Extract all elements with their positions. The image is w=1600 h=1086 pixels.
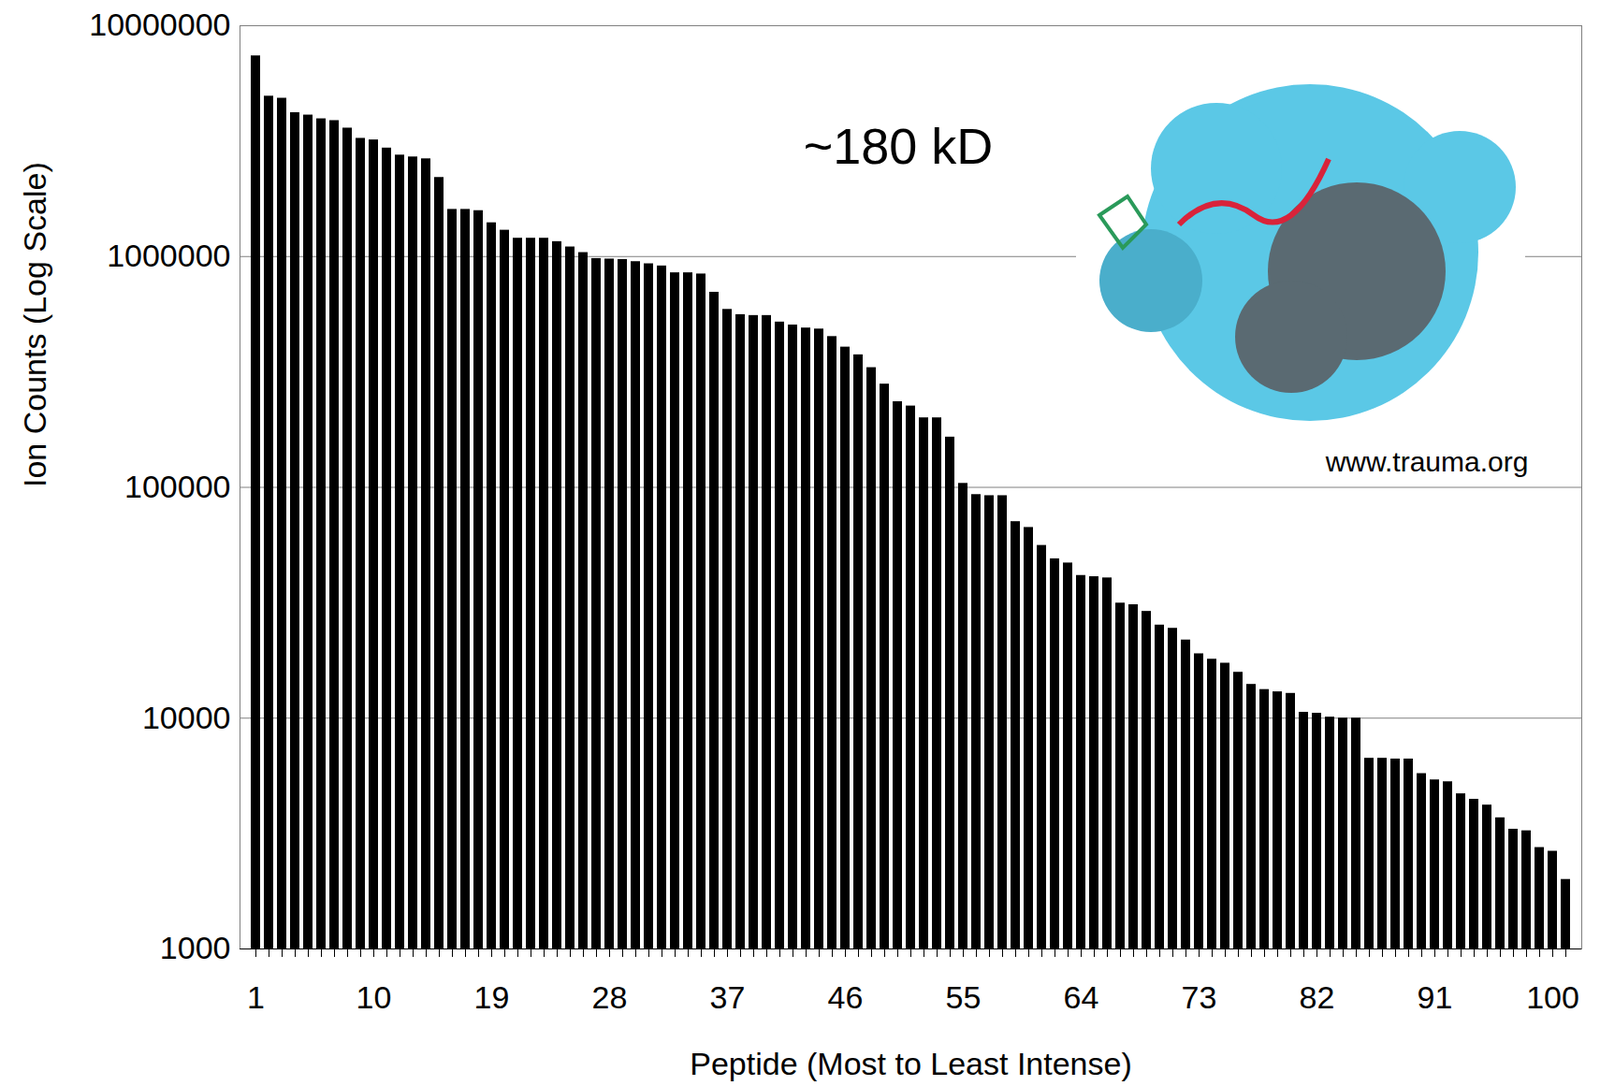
svg-text:Peptide (Most to Least Intense: Peptide (Most to Least Intense): [689, 1046, 1132, 1082]
svg-text:100: 100: [1526, 979, 1580, 1016]
svg-text:10: 10: [356, 979, 393, 1016]
svg-text:19: 19: [474, 979, 510, 1016]
svg-text:1: 1: [247, 979, 265, 1016]
svg-text:46: 46: [828, 979, 864, 1016]
svg-text:10000: 10000: [142, 699, 232, 736]
svg-text:1000000: 1000000: [106, 237, 231, 274]
svg-text:Ion Counts (Log Scale): Ion Counts (Log Scale): [16, 161, 53, 488]
svg-text:~180 kD: ~180 kD: [803, 117, 994, 175]
svg-text:10000000: 10000000: [88, 6, 231, 43]
svg-text:1000: 1000: [160, 930, 232, 966]
svg-text:91: 91: [1417, 979, 1454, 1016]
svg-text:82: 82: [1299, 979, 1336, 1016]
svg-text:37: 37: [710, 979, 746, 1016]
svg-text:55: 55: [945, 979, 982, 1016]
svg-text:www.trauma.org: www.trauma.org: [1324, 446, 1529, 478]
svg-text:100000: 100000: [124, 468, 231, 505]
svg-text:28: 28: [592, 979, 628, 1016]
svg-text:73: 73: [1181, 979, 1218, 1016]
svg-text:64: 64: [1063, 979, 1100, 1016]
